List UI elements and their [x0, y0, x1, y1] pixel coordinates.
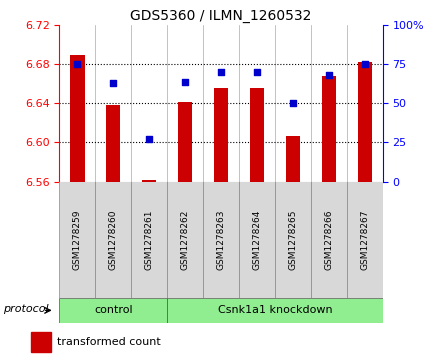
Bar — [347, 182, 383, 298]
Bar — [203, 182, 239, 298]
Bar — [250, 88, 264, 182]
Bar — [59, 298, 167, 323]
Point — [182, 79, 189, 85]
Title: GDS5360 / ILMN_1260532: GDS5360 / ILMN_1260532 — [130, 9, 312, 23]
Bar — [106, 105, 121, 182]
Point — [290, 101, 297, 106]
Text: control: control — [94, 305, 132, 315]
Text: GSM1278266: GSM1278266 — [324, 209, 334, 270]
Text: Csnk1a1 knockdown: Csnk1a1 knockdown — [218, 305, 332, 315]
Point — [110, 80, 117, 86]
Text: GSM1278260: GSM1278260 — [109, 209, 118, 270]
Bar — [178, 102, 192, 182]
Point — [146, 136, 153, 142]
Bar — [167, 182, 203, 298]
Text: GSM1278259: GSM1278259 — [73, 209, 82, 270]
Bar — [275, 182, 311, 298]
Bar — [31, 332, 51, 352]
Text: GSM1278265: GSM1278265 — [289, 209, 297, 270]
Bar — [59, 182, 95, 298]
Bar — [239, 182, 275, 298]
Bar — [311, 182, 347, 298]
Text: GSM1278264: GSM1278264 — [253, 209, 261, 270]
Point — [326, 73, 333, 78]
Bar — [322, 76, 336, 182]
Bar — [70, 55, 84, 182]
Bar — [358, 61, 372, 182]
Text: protocol: protocol — [3, 304, 48, 314]
Text: GSM1278262: GSM1278262 — [181, 209, 190, 270]
Text: GSM1278261: GSM1278261 — [145, 209, 154, 270]
Point — [74, 61, 81, 68]
Bar — [167, 298, 383, 323]
Bar — [95, 182, 131, 298]
Text: GSM1278267: GSM1278267 — [360, 209, 369, 270]
Bar — [286, 136, 300, 182]
Point — [253, 69, 260, 75]
Text: transformed count: transformed count — [57, 337, 161, 347]
Point — [361, 61, 368, 68]
Point — [218, 69, 225, 75]
Text: GSM1278263: GSM1278263 — [216, 209, 226, 270]
Bar — [142, 180, 157, 182]
Bar — [214, 88, 228, 182]
Bar — [131, 182, 167, 298]
